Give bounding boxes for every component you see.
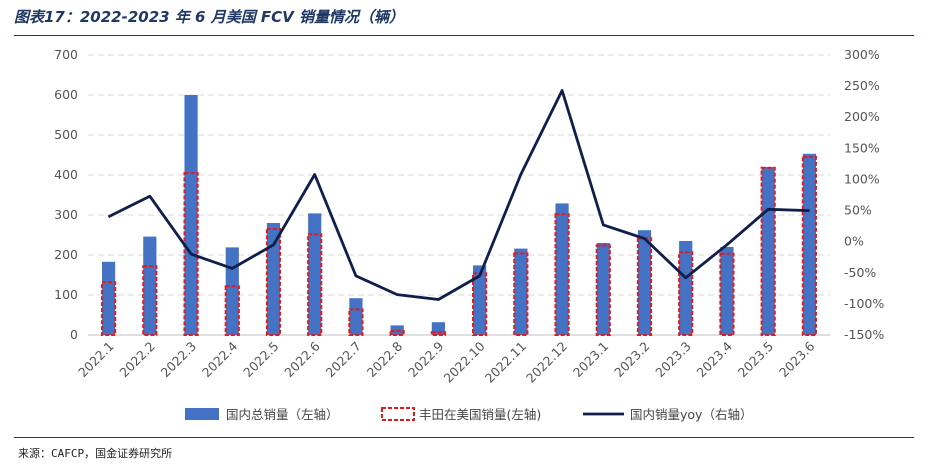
bar-total [143, 236, 157, 335]
line-yoy-point [108, 216, 110, 218]
line-yoy-point [396, 294, 398, 296]
bar-toyota [389, 330, 405, 336]
y-right-tick-label: 50% [844, 203, 872, 218]
line-yoy-point [437, 299, 439, 301]
y-right-tick-label: -100% [844, 296, 884, 311]
bar-total [514, 248, 528, 335]
bar-total [679, 241, 693, 335]
x-tick-label: 2022.11 [482, 339, 529, 386]
source-divider [14, 437, 914, 438]
x-tick-label: 2022.7 [323, 339, 365, 381]
line-yoy-point [231, 267, 233, 269]
line-yoy-point [149, 195, 151, 197]
x-tick-label: 2022.5 [240, 339, 282, 381]
x-tick-label: 2023.2 [611, 339, 653, 381]
legend-swatch-toyota [381, 407, 415, 421]
x-tick-label: 2023.3 [652, 339, 694, 381]
x-tick-label: 2023.1 [570, 339, 612, 381]
y-left-tick-label: 0 [70, 327, 78, 342]
bar-toyota [801, 156, 817, 336]
bar-toyota [307, 233, 323, 336]
bar-total [720, 247, 734, 335]
line-yoy-point [273, 244, 274, 246]
x-tick-label: 2023.5 [735, 339, 777, 381]
bar-toyota [101, 281, 117, 337]
y-right-tick-label: 0% [844, 234, 864, 249]
line-yoy-point [602, 224, 604, 226]
y-left-tick-label: 700 [54, 47, 78, 62]
bar-toyota [265, 228, 282, 336]
x-tick-label: 2022.2 [116, 339, 158, 381]
x-tick-label: 2022.4 [199, 338, 241, 380]
legend-label-yoy: 国内销量yoy（右轴） [630, 407, 752, 422]
bar-toyota [224, 285, 240, 337]
legend-swatch-total [185, 408, 219, 420]
bar-total [184, 95, 198, 335]
bar-total [266, 223, 281, 335]
y-right-tick-label: 300% [844, 47, 880, 62]
x-tick-label: 2023.6 [776, 338, 818, 380]
y-left-tick-label: 400 [54, 167, 78, 182]
source-note: 来源：CAFCP，国金证券研究所 [18, 447, 173, 460]
bar-total [308, 213, 322, 335]
x-tick-label: 2022.9 [405, 338, 447, 380]
y-right-tick-label: 100% [844, 171, 880, 186]
bar-toyota [348, 308, 364, 336]
line-yoy-point [808, 210, 810, 212]
bar-total [637, 230, 652, 335]
y-left-tick-label: 300 [54, 207, 78, 222]
y-left-tick-label: 600 [54, 87, 78, 102]
y-left-tick-label: 100 [54, 287, 78, 302]
y-right-tick-label: 250% [844, 78, 880, 93]
line-yoy-point [767, 208, 769, 210]
x-tick-label: 2023.4 [694, 338, 736, 380]
line-yoy-point [561, 89, 563, 91]
x-tick-label: 2022.1 [75, 339, 117, 381]
y-left-tick-label: 200 [54, 247, 78, 262]
line-yoy-point [685, 277, 687, 279]
bar-total [761, 167, 775, 335]
x-tick-label: 2022.12 [523, 339, 570, 386]
legend: 国内总销量（左轴） 丰田在美国销量(左轴) 国内销量yoy（右轴） [185, 407, 752, 422]
bar-toyota [760, 166, 776, 336]
line-yoy-point [520, 173, 522, 175]
line-yoy [107, 89, 810, 301]
y-left-tick-label: 500 [54, 127, 78, 142]
legend-label-total: 国内总销量（左轴） [226, 407, 339, 422]
bar-toyota [719, 252, 735, 336]
bar-toyota [554, 213, 570, 336]
bar-toyota [595, 244, 611, 336]
line-yoy-point [479, 275, 481, 277]
bar-total [555, 203, 569, 335]
bar-toyota [142, 265, 158, 337]
bar-toyota [513, 252, 529, 336]
line-yoy-point [355, 275, 357, 277]
bar-total [473, 265, 487, 335]
bar-total [802, 153, 816, 335]
line-yoy-point [190, 253, 192, 255]
bar-total [349, 298, 363, 335]
title-divider [14, 35, 914, 36]
x-tick-label: 2022.6 [281, 338, 323, 380]
legend-label-toyota: 丰田在美国销量(左轴) [419, 407, 541, 422]
line-yoy-point [314, 173, 316, 175]
x-tick-label: 2022.8 [364, 338, 406, 380]
chart-title: 图表17：2022-2023 年 6 月美国 FCV 销量情况（辆） [14, 8, 405, 26]
x-tick-label: 2022.3 [158, 339, 200, 381]
bar-total [596, 243, 610, 335]
bar-toyota [183, 172, 199, 336]
x-tick-label: 2022.10 [441, 338, 488, 385]
line-yoy-point [726, 244, 728, 246]
y-right-tick-label: 200% [844, 109, 880, 124]
bar-toyota [678, 251, 694, 336]
line-yoy-point [644, 238, 645, 240]
y-right-tick-label: -50% [844, 265, 876, 280]
bar-toyota [430, 331, 446, 337]
bar-total [225, 247, 239, 335]
y-right-tick-label: 150% [844, 140, 880, 155]
bar-total [102, 261, 116, 335]
y-right-tick-label: -150% [844, 327, 884, 342]
